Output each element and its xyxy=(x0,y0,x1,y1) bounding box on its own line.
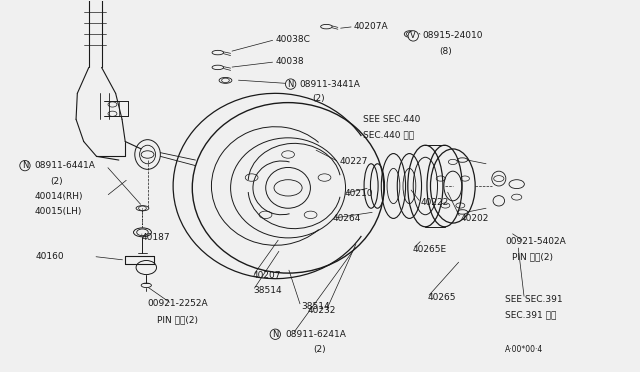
Text: 00921-5402A: 00921-5402A xyxy=(505,237,566,246)
Text: 08911-3441A: 08911-3441A xyxy=(300,80,360,89)
Text: 38514: 38514 xyxy=(301,302,330,311)
Text: 40265E: 40265E xyxy=(413,244,447,253)
Text: 40210: 40210 xyxy=(344,189,372,198)
Text: 40222: 40222 xyxy=(421,198,449,207)
Text: PIN ピン(2): PIN ピン(2) xyxy=(511,253,552,262)
Text: N: N xyxy=(287,80,294,89)
Text: SEC.391 参照: SEC.391 参照 xyxy=(505,310,557,319)
Text: 40207: 40207 xyxy=(253,271,282,280)
Text: 40160: 40160 xyxy=(36,252,65,261)
Text: A·00*00·4: A·00*00·4 xyxy=(505,344,543,353)
Text: 40038C: 40038C xyxy=(275,35,310,44)
Text: (2): (2) xyxy=(312,94,325,103)
Text: 08911-6241A: 08911-6241A xyxy=(285,330,346,339)
Text: N: N xyxy=(272,330,278,339)
Text: 08911-6441A: 08911-6441A xyxy=(35,161,95,170)
Text: 40202: 40202 xyxy=(461,214,489,223)
Text: 40187: 40187 xyxy=(141,232,170,242)
Text: 40232: 40232 xyxy=(307,306,335,315)
Text: 38514: 38514 xyxy=(253,286,282,295)
Text: SEE SEC.391: SEE SEC.391 xyxy=(505,295,563,304)
Text: 40264: 40264 xyxy=(333,214,361,223)
Text: 00921-2252A: 00921-2252A xyxy=(148,299,208,308)
Text: (8): (8) xyxy=(439,47,452,56)
Text: 08915-24010: 08915-24010 xyxy=(422,31,483,41)
Text: SEC.440 参照: SEC.440 参照 xyxy=(364,130,415,140)
Text: PIN ピン(2): PIN ピン(2) xyxy=(157,315,198,324)
Text: SEE SEC.440: SEE SEC.440 xyxy=(364,115,421,124)
Text: N: N xyxy=(22,161,28,170)
Text: 40038: 40038 xyxy=(275,57,304,66)
Text: (2): (2) xyxy=(314,344,326,353)
Text: 40014(RH): 40014(RH) xyxy=(35,192,83,201)
Text: (2): (2) xyxy=(51,177,63,186)
Text: 40227: 40227 xyxy=(339,157,367,166)
Text: 40265: 40265 xyxy=(428,293,456,302)
Text: 40015(LH): 40015(LH) xyxy=(35,207,82,216)
Text: V: V xyxy=(410,31,416,41)
Text: 40207A: 40207A xyxy=(354,22,388,31)
